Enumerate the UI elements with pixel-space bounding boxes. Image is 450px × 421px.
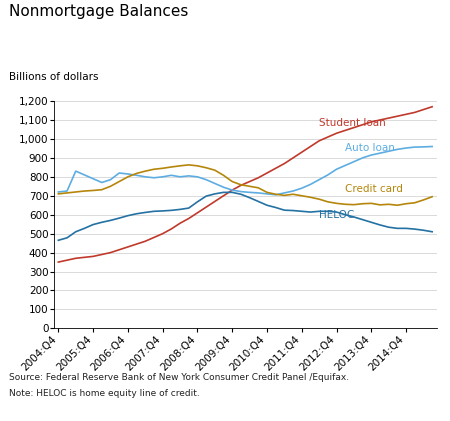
Text: HELOC: HELOC (319, 210, 355, 220)
Text: Source: Federal Reserve Bank of New York Consumer Credit Panel /Equifax.: Source: Federal Reserve Bank of New York… (9, 373, 349, 381)
Text: Auto loan: Auto loan (345, 143, 395, 153)
Text: Student loan: Student loan (319, 118, 386, 128)
Text: Nonmortgage Balances: Nonmortgage Balances (9, 4, 189, 19)
Text: Credit card: Credit card (345, 184, 403, 195)
Text: Billions of dollars: Billions of dollars (9, 72, 99, 82)
Text: Note: HELOC is home equity line of credit.: Note: HELOC is home equity line of credi… (9, 389, 200, 398)
